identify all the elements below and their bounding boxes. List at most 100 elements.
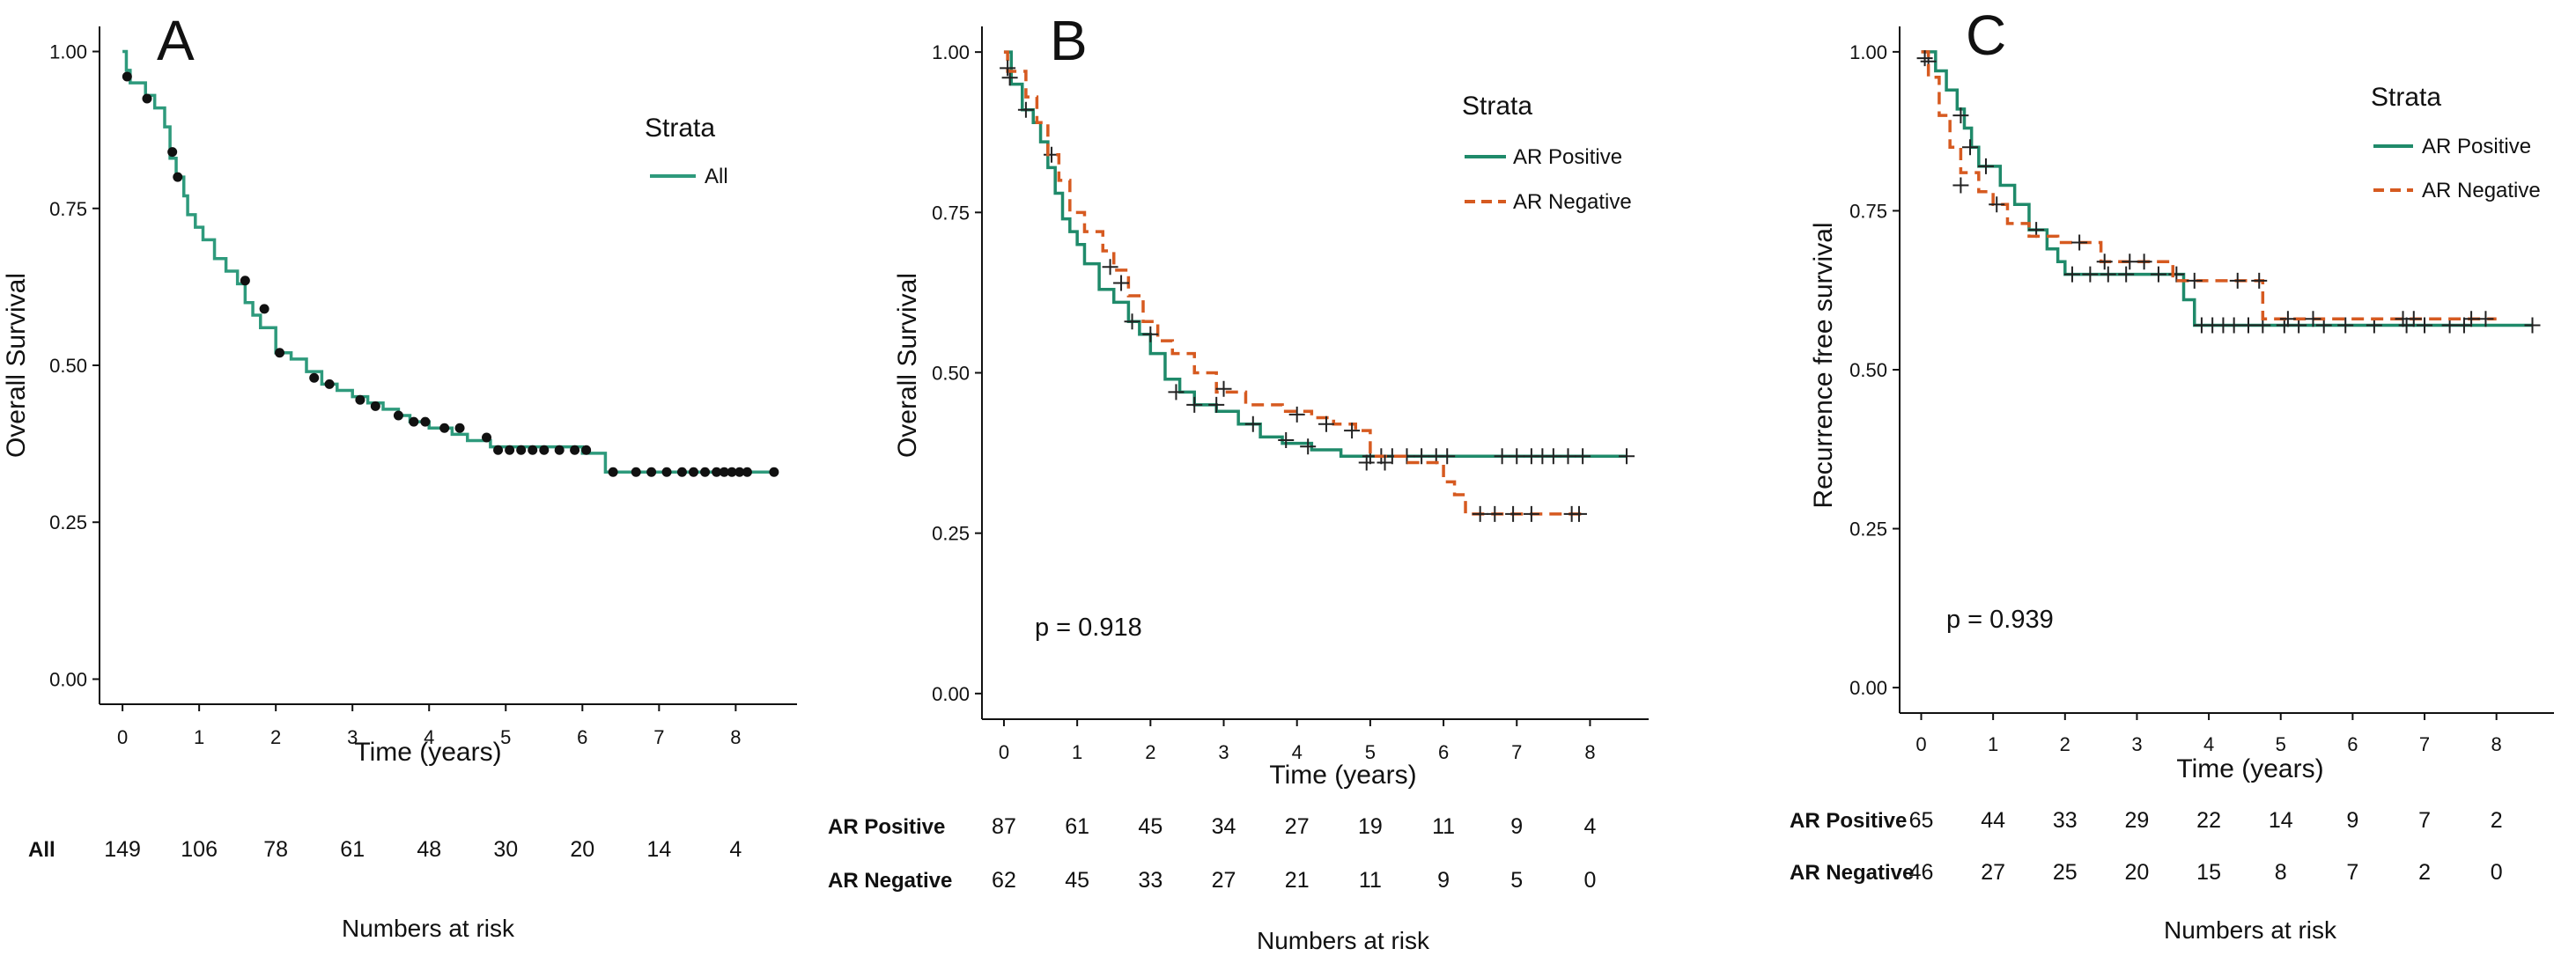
x-axis-label: Time (years): [2176, 754, 2323, 783]
x-tick-label: 5: [500, 726, 511, 748]
censor-mark: [2398, 317, 2415, 334]
censor-mark: [505, 445, 515, 455]
risk-row-ar-positive: 87 61 45 34 27 19 11 9 4: [992, 814, 1596, 839]
risk-value: 27: [1212, 868, 1236, 893]
risk-table-title: Numbers at risk: [1257, 927, 1430, 954]
y-axis-label: Overall Survival: [893, 273, 922, 458]
y-tick-label: 0.00: [1849, 677, 1887, 699]
censor-mark: [1113, 275, 1130, 291]
risk-value: 2: [2418, 860, 2431, 885]
risk-value: 45: [1138, 814, 1163, 839]
risk-value: 8: [2275, 860, 2287, 885]
censor-mark: [608, 467, 618, 477]
censor-mark: [1439, 448, 1456, 465]
censor-mark: [676, 467, 687, 477]
censor-mark: [1487, 505, 1503, 522]
x-tick-label: 8: [2491, 733, 2502, 755]
x-ticks: 0 1 2 3 4 5 6 7 8: [1915, 713, 2502, 755]
censor-mark: [1318, 415, 1334, 432]
risk-table-title: Numbers at risk: [2164, 916, 2337, 944]
y-ticks: 0.00 0.25 0.50 0.75 1.00: [932, 41, 982, 705]
x-tick-label: 7: [2419, 733, 2430, 755]
risk-row-label: AR Negative: [828, 869, 952, 893]
x-tick-label: 3: [347, 726, 358, 748]
legend-item-ar-negative: AR Negative: [1513, 190, 1632, 214]
censor-mark: [700, 467, 711, 477]
risk-table: AR Positive 87 61 45 34 27 19 11 9 4 AR Negative…: [828, 814, 1596, 954]
risk-value: 33: [2053, 808, 2078, 833]
x-tick-label: 0: [1915, 733, 1926, 755]
censor-mark: [1916, 50, 1933, 67]
censor-mark: [1000, 60, 1016, 77]
risk-value: 19: [1358, 814, 1383, 839]
censor-mark: [1505, 505, 1522, 522]
p-value: p = 0.918: [1035, 614, 1142, 642]
censor-mark: [1377, 454, 1393, 471]
censor-mark: [734, 467, 745, 477]
x-tick-label: 3: [2131, 733, 2142, 755]
risk-value: 106: [181, 837, 218, 862]
risk-value: 21: [1285, 868, 1310, 893]
censor-mark: [539, 445, 550, 455]
y-tick-label: 0.75: [932, 202, 970, 224]
x-tick-label: 4: [424, 726, 434, 748]
risk-value: 45: [1065, 868, 1089, 893]
risk-value: 61: [340, 837, 365, 862]
censor-mark: [1494, 448, 1510, 465]
risk-value: 25: [2053, 860, 2078, 885]
censor-mark: [661, 467, 672, 477]
censor-mark: [2096, 254, 2113, 270]
censor-mark: [2118, 266, 2135, 283]
censor-mark: [1215, 380, 1232, 397]
censor-mark: [142, 93, 152, 104]
legend-item-all: All: [705, 165, 728, 188]
risk-value: 87: [992, 814, 1016, 839]
censor-mark: [1545, 448, 1561, 465]
censor-mark: [1570, 505, 1587, 522]
risk-row-label: AR Negative: [1790, 861, 1914, 885]
survival-curves: [1000, 50, 1635, 522]
censor-mark: [1358, 454, 1375, 471]
censor-mark: [2279, 311, 2296, 327]
y-tick-label: 0.00: [932, 683, 970, 705]
censor-mark: [1344, 423, 1361, 439]
risk-value: 44: [1981, 808, 2005, 833]
risk-row-ar-negative: 46 27 25 20 15 8 7 2 0: [1909, 860, 2503, 885]
risk-value: 34: [1212, 814, 1236, 839]
y-ticks: 0.00 0.25 0.50 0.75 1.00: [49, 41, 100, 690]
x-tick-label: 3: [1218, 741, 1229, 763]
x-tick-label: 6: [2347, 733, 2358, 755]
y-tick-label: 0.25: [49, 511, 87, 533]
legend-title: Strata: [645, 114, 715, 143]
legend-item-ar-positive: AR Positive: [2422, 135, 2531, 158]
censor-mark: [2477, 311, 2494, 327]
censor-mark: [1509, 448, 1525, 465]
censor-mark: [2225, 317, 2242, 334]
legend-title: Strata: [2371, 83, 2441, 112]
x-tick-label: 8: [730, 726, 741, 748]
risk-value: 30: [493, 837, 518, 862]
x-tick-label: 7: [653, 726, 664, 748]
censor-mark: [2417, 317, 2433, 334]
legend-title: Strata: [1462, 92, 1532, 121]
curve-ar-negative: [1921, 50, 2497, 320]
censor-mark: [1560, 448, 1576, 465]
risk-value: 11: [1359, 868, 1382, 893]
censor-mark: [2337, 317, 2354, 334]
censor-mark: [1168, 384, 1185, 401]
y-tick-label: 0.50: [932, 363, 970, 385]
risk-value: 20: [2125, 860, 2150, 885]
x-tick-label: 4: [1292, 741, 1303, 763]
legend: Strata AR Positive AR Negative: [1462, 92, 1632, 214]
x-tick-label: 8: [1584, 741, 1595, 763]
censor-mark: [712, 467, 722, 477]
risk-value: 9: [2346, 808, 2358, 833]
y-axis-label: Recurrence free survival: [1809, 222, 1838, 508]
risk-value: 20: [570, 837, 594, 862]
risk-value: 14: [2269, 808, 2293, 833]
x-tick-label: 0: [999, 741, 1009, 763]
risk-row-ar-positive: 65 44 33 29 22 14 9 7 2: [1909, 808, 2503, 833]
censor-mark: [2455, 317, 2472, 334]
y-ticks: 0.00 0.25 0.50 0.75 1.00: [1849, 41, 1900, 699]
